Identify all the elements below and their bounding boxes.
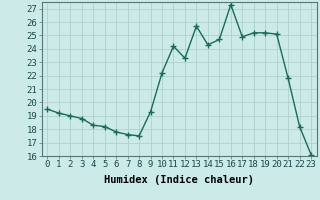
X-axis label: Humidex (Indice chaleur): Humidex (Indice chaleur) bbox=[104, 175, 254, 185]
